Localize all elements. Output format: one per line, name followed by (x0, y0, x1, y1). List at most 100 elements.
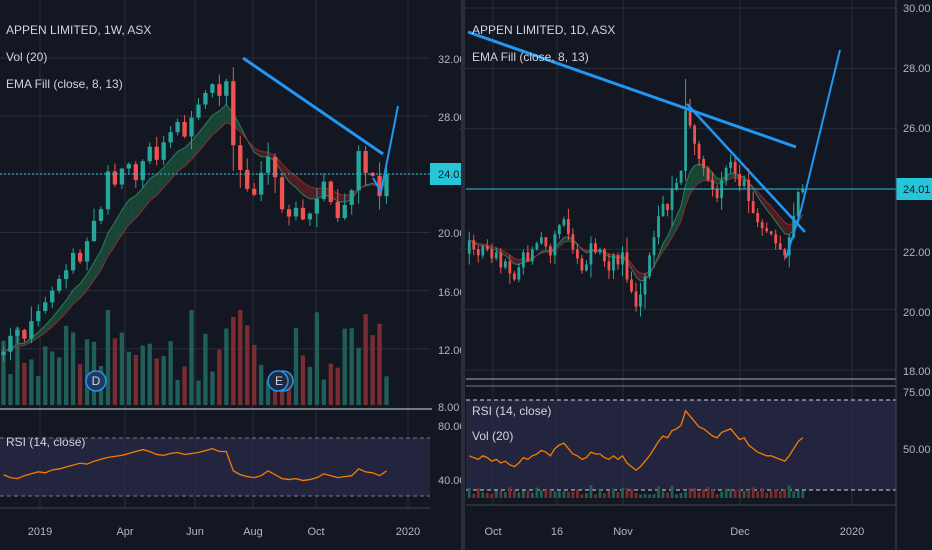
candle-body[interactable] (161, 142, 166, 160)
candle-body[interactable] (742, 179, 746, 186)
candle-body[interactable] (77, 252, 83, 262)
candle-body[interactable] (1, 351, 6, 356)
candle-body[interactable] (715, 189, 719, 199)
candle-body[interactable] (342, 204, 347, 218)
candle-body[interactable] (679, 170, 683, 183)
candle-body[interactable] (259, 172, 264, 195)
candle-body[interactable] (472, 240, 476, 250)
candle-body[interactable] (499, 252, 503, 268)
candle-body[interactable] (612, 255, 615, 271)
candle-body[interactable] (774, 234, 778, 244)
candle-body[interactable] (29, 321, 34, 339)
candle-body[interactable] (747, 179, 751, 202)
candle-body[interactable] (530, 249, 534, 262)
candle-body[interactable] (133, 164, 138, 181)
candle-body[interactable] (467, 240, 471, 254)
candle-body[interactable] (384, 174, 389, 197)
candle-body[interactable] (751, 201, 755, 214)
candle-body[interactable] (526, 252, 530, 262)
candle-body[interactable] (729, 161, 733, 168)
candle-body[interactable] (119, 168, 125, 185)
candle-body[interactable] (702, 158, 705, 168)
candle-body[interactable] (64, 270, 69, 280)
candle-body[interactable] (571, 234, 575, 250)
candle-body[interactable] (147, 146, 152, 162)
candle-body[interactable] (189, 117, 194, 137)
candle-body[interactable] (724, 167, 728, 180)
candle-body[interactable] (535, 243, 539, 250)
candle-body[interactable] (50, 290, 55, 303)
candle-body[interactable] (43, 302, 48, 312)
candle-body[interactable] (168, 132, 173, 143)
candle-body[interactable] (666, 204, 669, 211)
candle-body[interactable] (314, 199, 320, 214)
candle-body[interactable] (22, 329, 27, 339)
candle-body[interactable] (36, 311, 41, 322)
right-price-axis[interactable]: 30.00 28.00 26.00 24.01 22.00 20.00 18.0… (896, 3, 932, 456)
candle-body[interactable] (476, 249, 480, 256)
candle-body[interactable] (778, 243, 782, 250)
candle-body[interactable] (783, 249, 787, 256)
dividend-marker[interactable]: D (85, 370, 107, 392)
candle-body[interactable] (265, 156, 271, 173)
candle-body[interactable] (98, 209, 104, 221)
candle-body[interactable] (245, 169, 250, 189)
candle-body[interactable] (553, 234, 557, 256)
candle-body[interactable] (210, 84, 215, 93)
candle-body[interactable] (769, 231, 773, 235)
candle-body[interactable] (481, 246, 485, 256)
candle-body[interactable] (801, 188, 805, 193)
candle-body[interactable] (625, 252, 629, 280)
candle-body[interactable] (238, 145, 243, 170)
left-candles[interactable] (1, 67, 389, 362)
candle-body[interactable] (217, 84, 222, 96)
candle-body[interactable] (567, 219, 570, 235)
candle-body[interactable] (503, 261, 507, 268)
candle-body[interactable] (126, 164, 131, 169)
candle-body[interactable] (706, 167, 710, 180)
candle-body[interactable] (589, 243, 593, 265)
candle-body[interactable] (562, 219, 566, 226)
left-price-axis[interactable]: 32.00 28.00 24.01 20.00 16.00 12.00 8.00… (430, 54, 466, 487)
candle-body[interactable] (760, 222, 764, 229)
candle-body[interactable] (621, 252, 624, 265)
candle-body[interactable] (539, 237, 543, 244)
candle-body[interactable] (670, 189, 674, 211)
candle-body[interactable] (517, 267, 521, 280)
candle-body[interactable] (796, 192, 800, 217)
candle-body[interactable] (661, 204, 665, 217)
candle-body[interactable] (279, 177, 285, 210)
candle-body[interactable] (521, 252, 525, 268)
candle-body[interactable] (693, 125, 696, 144)
candle-body[interactable] (711, 179, 715, 189)
candle-body[interactable] (648, 255, 651, 277)
candle-body[interactable] (356, 151, 361, 191)
candle-body[interactable] (112, 171, 118, 185)
candle-body[interactable] (580, 258, 584, 271)
left-time-axis[interactable]: 2019 Apr Jun Aug Oct 2020 (28, 526, 420, 538)
candle-body[interactable] (105, 171, 111, 210)
candle-body[interactable] (272, 156, 278, 178)
candle-body[interactable] (349, 190, 354, 205)
candle-body[interactable] (196, 104, 201, 118)
candle-body[interactable] (494, 252, 498, 259)
candle-body[interactable] (8, 335, 13, 352)
candle-body[interactable] (307, 213, 313, 220)
candle-body[interactable] (630, 279, 633, 292)
candle-body[interactable] (675, 182, 678, 189)
candle-body[interactable] (57, 279, 62, 291)
candle-body[interactable] (652, 237, 656, 256)
candle-body[interactable] (544, 237, 548, 247)
candle-body[interactable] (607, 261, 611, 271)
candle-body[interactable] (286, 209, 292, 217)
candle-body[interactable] (512, 273, 516, 280)
candle-body[interactable] (639, 294, 642, 307)
candle-body[interactable] (300, 207, 306, 220)
candle-body[interactable] (154, 146, 159, 160)
candle-body[interactable] (15, 329, 20, 336)
candle-body[interactable] (175, 121, 180, 133)
candle-body[interactable] (688, 110, 692, 126)
left-chart-pane[interactable]: D E APPEN LIMITED, 1W, ASX Vol (20) EMA … (0, 0, 466, 550)
right-chart-pane[interactable]: APPEN LIMITED, 1D, ASX EMA Fill (close, … (459, 0, 932, 550)
candle-body[interactable] (363, 151, 368, 173)
